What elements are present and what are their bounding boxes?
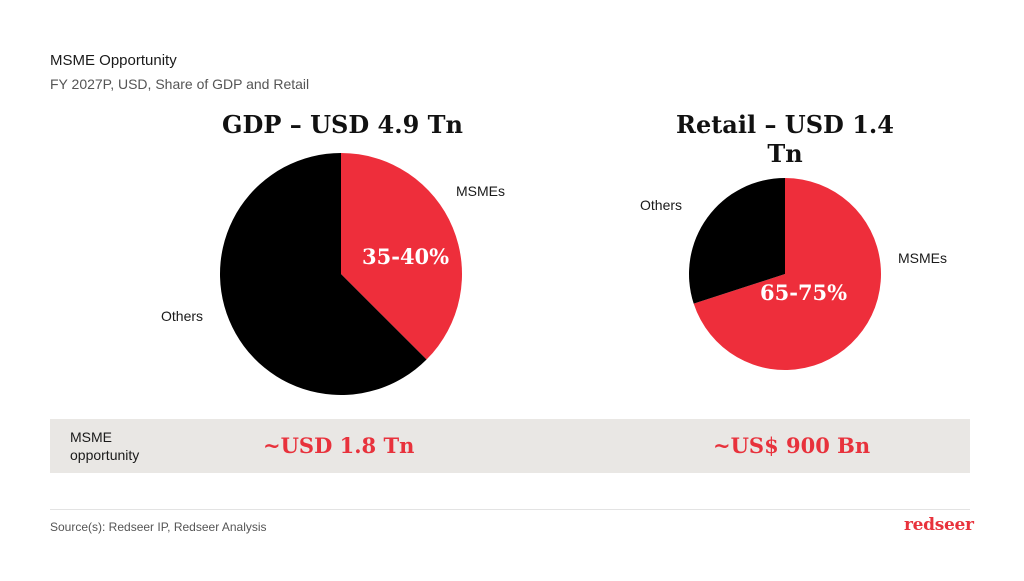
gdp-msme-share-label: 35-40% [362,244,450,269]
redseer-logo: redseer [904,515,974,535]
source-note: Source(s): Redseer IP, Redseer Analysis [50,520,267,534]
retail-chart-title: Retail – USD 1.4 Tn [676,110,894,168]
retail-pie-chart [688,177,881,370]
gdp-opportunity-value: ~USD 1.8 Tn [263,433,415,458]
opportunity-band: MSME opportunity ~USD 1.8 Tn ~US$ 900 Bn [50,419,970,473]
retail-msme-share-label: 65-75% [760,280,848,305]
retail-others-slice-label: Others [640,197,683,213]
retail-slice-others [688,177,786,304]
page-subtitle: FY 2027P, USD, Share of GDP and Retail [50,76,310,92]
gdp-chart-title: GDP – USD 4.9 Tn [222,110,463,139]
page-title: MSME Opportunity [50,52,177,69]
retail-opportunity-value: ~US$ 900 Bn [713,433,871,458]
footer-divider [50,509,970,510]
retail-slice-msmes [693,178,881,370]
gdp-msme-slice-label: MSMEs [456,183,505,199]
gdp-others-slice-label: Others [161,308,204,324]
opportunity-label: MSME opportunity [70,429,140,463]
gdp-slice-msmes [341,153,462,360]
retail-msme-slice-label: MSMEs [898,250,947,266]
gdp-pie-chart [219,153,462,395]
gdp-slice-others [219,153,427,395]
